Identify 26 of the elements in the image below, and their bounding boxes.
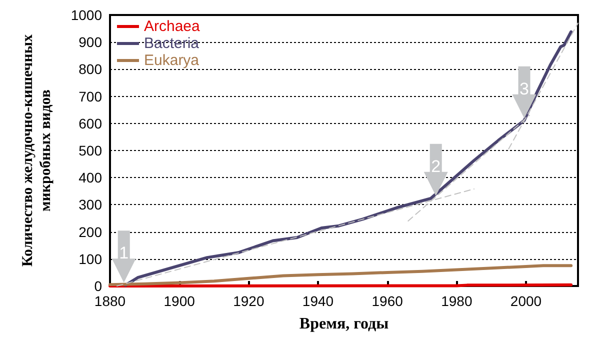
y-tick-label: 300 — [78, 196, 102, 213]
x-tick-label: 1940 — [302, 293, 334, 309]
y-tick-label: 200 — [78, 224, 102, 240]
x-tick-label: 1880 — [94, 293, 126, 309]
x-tick-label: 1900 — [164, 293, 196, 309]
x-tick-label: 1960 — [372, 293, 404, 309]
annotation: 3 — [520, 79, 529, 98]
x-tick-label: 1980 — [441, 293, 472, 309]
y-tick-label: 100 — [78, 250, 102, 267]
y-tick-label: 600 — [78, 115, 102, 132]
legend-label: Archaea — [144, 18, 201, 35]
x-tick-label: 2000 — [510, 293, 542, 309]
legend-label: Bacteria — [144, 35, 200, 52]
y-tick-label: 700 — [78, 88, 102, 104]
x-tick-label: 1920 — [233, 293, 264, 309]
y-tick-label: 500 — [78, 142, 102, 158]
y-tick-label: 900 — [78, 34, 102, 50]
x-axis-title: Время, годы — [299, 316, 390, 332]
legend-label: Eukarya — [144, 52, 200, 69]
y-tick-label: 800 — [78, 61, 102, 78]
y-tick-label: 0 — [94, 278, 102, 294]
annotation: 2 — [431, 156, 441, 176]
y-tick-label: 400 — [78, 170, 102, 186]
y-tick-label: 1000 — [70, 7, 102, 23]
annotation: 1 — [119, 244, 129, 263]
y-axis-title: Количество желудочно-кишечных микробных видов — [20, 34, 54, 267]
